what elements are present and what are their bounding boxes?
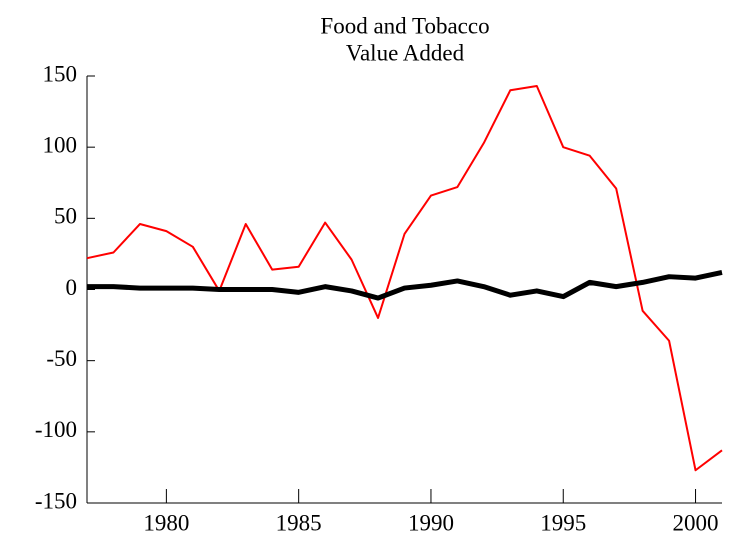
x-tick-label: 1980 xyxy=(143,510,189,535)
y-tick-label: 50 xyxy=(54,204,77,229)
x-tick-label: 1995 xyxy=(540,510,586,535)
x-tick-label: 1990 xyxy=(408,510,454,535)
x-tick-label: 1985 xyxy=(276,510,322,535)
series-line xyxy=(86,84,723,472)
y-tick-label: 150 xyxy=(43,61,78,86)
y-tick-label: -50 xyxy=(46,346,77,371)
y-tick-label: -150 xyxy=(35,488,77,513)
y-tick-label: 0 xyxy=(66,275,78,300)
chart-subtitle: Value Added xyxy=(346,40,465,65)
chart-title: Food and Tobacco xyxy=(320,13,489,38)
series-line xyxy=(87,269,723,301)
x-tick-label: 2000 xyxy=(673,510,719,535)
y-tick-label: 100 xyxy=(43,132,78,157)
y-tick-label: -100 xyxy=(35,417,77,442)
